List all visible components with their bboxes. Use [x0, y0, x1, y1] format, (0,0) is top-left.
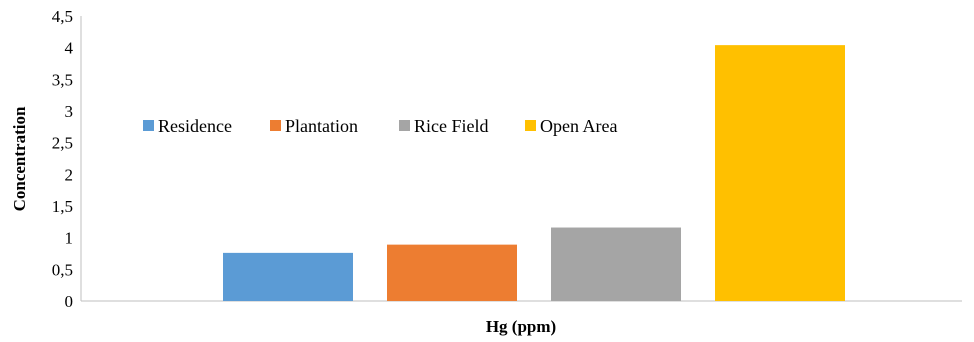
y-tick-label: 1 — [65, 229, 74, 248]
legend-item: Residence — [143, 116, 232, 136]
legend-label: Open Area — [540, 116, 617, 136]
legend-item: Plantation — [270, 116, 358, 136]
y-axis-title: Concentration — [10, 106, 29, 211]
legend-item: Rice Field — [399, 116, 489, 136]
y-tick-label: 4 — [65, 39, 74, 58]
y-tick-label: 1,5 — [52, 197, 73, 216]
y-axis-ticks: 0 0,5 1 1,5 2 2,5 3 3,5 4 4,5 — [52, 7, 74, 311]
legend-item: Open Area — [525, 116, 617, 136]
legend-swatch — [399, 120, 410, 131]
legend-swatch — [525, 120, 536, 131]
legend-label: Residence — [158, 116, 232, 136]
y-tick-label: 0,5 — [52, 260, 73, 279]
legend-swatch — [143, 120, 154, 131]
bars — [223, 45, 845, 302]
y-tick-label: 2,5 — [52, 134, 73, 153]
bar-open-area — [715, 45, 845, 302]
bar-plantation — [387, 244, 517, 301]
y-tick-label: 3 — [65, 102, 74, 121]
legend-label: Plantation — [285, 116, 358, 136]
y-tick-label: 2 — [65, 165, 74, 184]
bar-rice-field — [551, 227, 681, 301]
x-axis-title: Hg (ppm) — [486, 317, 556, 336]
legend-swatch — [270, 120, 281, 131]
bar-residence — [223, 252, 353, 301]
y-tick-label: 0 — [65, 292, 74, 311]
y-tick-label: 3,5 — [52, 70, 73, 89]
legend-label: Rice Field — [414, 116, 489, 136]
legend: Residence Plantation Rice Field Open Area — [143, 116, 617, 136]
y-tick-label: 4,5 — [52, 7, 73, 26]
